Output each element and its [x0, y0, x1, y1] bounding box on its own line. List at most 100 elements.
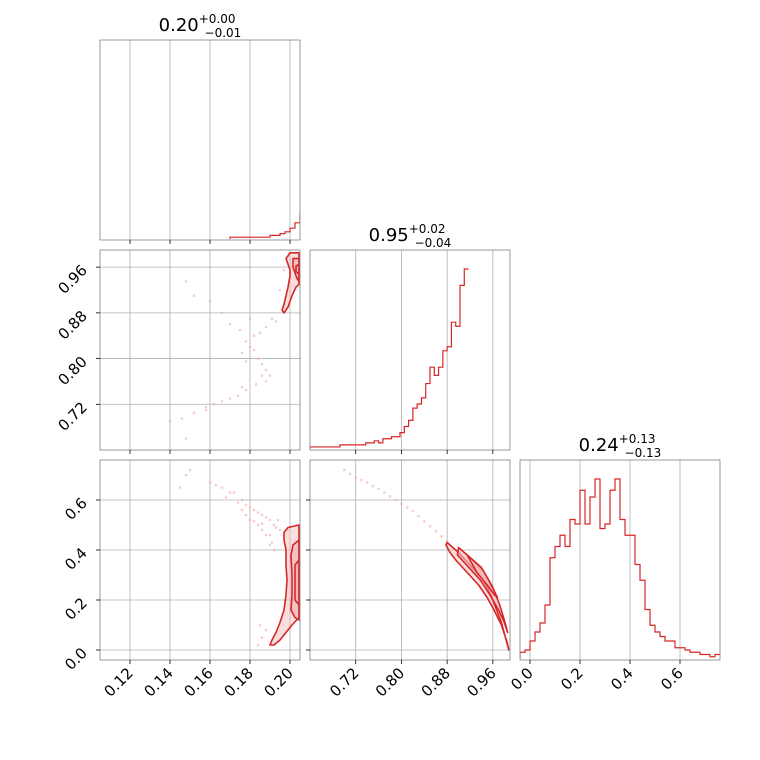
- scatter-point: [240, 351, 244, 355]
- scatter-point: [278, 288, 282, 292]
- scatter-point: [228, 491, 232, 494]
- scatter-point: [264, 533, 268, 537]
- title-param-1-plus: +0.00: [199, 12, 236, 26]
- scatter-point: [270, 541, 274, 544]
- scatter-point: [212, 402, 216, 406]
- title-param-2-minus: −0.04: [415, 236, 452, 250]
- scatter-point: [400, 502, 403, 506]
- scatter-point: [228, 397, 232, 400]
- panel-frame: [99, 249, 301, 451]
- x-tick-label: 0.88: [418, 664, 454, 700]
- panel-3-2: 0.72 0.80 0.88 0.96: [306, 459, 511, 700]
- scatter-point: [204, 405, 208, 409]
- x-tick-label: 0.2: [557, 664, 587, 694]
- x-tick-label: 0.16: [180, 664, 216, 700]
- x-tick-label: 0.4: [607, 664, 637, 694]
- x-tick-label: 0.12: [100, 664, 136, 700]
- scatter-point: [278, 528, 282, 532]
- scatter-point: [394, 498, 398, 502]
- scatter-point: [274, 320, 278, 323]
- scatter-point: [377, 487, 380, 491]
- scatter-point: [252, 348, 256, 352]
- scatter-point: [371, 484, 375, 488]
- scatter-point: [342, 468, 346, 472]
- scatter-point: [238, 328, 242, 332]
- scatter-point: [252, 519, 256, 523]
- scatter-point: [382, 491, 386, 494]
- panel-content: [178, 468, 300, 647]
- scatter-point: [188, 468, 192, 472]
- panel-frame: [99, 459, 301, 661]
- panel-1-1: [99, 39, 301, 244]
- panel-frame: [519, 459, 721, 661]
- scatter-point: [256, 511, 260, 514]
- y-tick-label: 0.0: [61, 644, 91, 674]
- title-param-3-plus: +0.13: [619, 432, 656, 446]
- contour-level-3: [295, 263, 300, 275]
- title-param-2: 0.95+0.02 −0.04: [369, 222, 452, 250]
- scatter-point: [422, 519, 426, 523]
- panel-frame: [309, 249, 511, 451]
- scatter-point: [365, 481, 369, 484]
- y-tick-label: 0.72: [54, 398, 90, 434]
- scatter-point: [220, 400, 224, 403]
- panels: 0.720.800.880.960.12 0.14 0.16 0.18 0.200.00…: [54, 39, 721, 700]
- scatter-point: [180, 417, 184, 420]
- y-tick-label: 0.88: [54, 307, 90, 343]
- panel-content: [168, 252, 300, 440]
- panel-3-1: 0.12 0.14 0.16 0.18 0.20 0.0 0.2 0.4 0.6: [61, 459, 301, 700]
- title-param-1-minus: −0.01: [205, 26, 242, 40]
- x-tick-label: 0.96: [463, 664, 499, 700]
- y-tick-label: 0.6: [61, 494, 91, 524]
- x-tick-label: 0.80: [372, 664, 408, 700]
- scatter-point: [264, 516, 268, 519]
- scatter-point: [440, 534, 443, 538]
- scatter-point: [272, 523, 276, 527]
- scatter-point: [260, 362, 264, 366]
- scatter-point: [360, 478, 363, 482]
- scatter-point: [428, 524, 432, 528]
- scatter-point: [260, 636, 264, 639]
- scatter-point: [260, 528, 264, 532]
- scatter-point: [268, 533, 272, 537]
- scatter-point: [240, 385, 244, 389]
- title-param-3-minus: −0.13: [625, 446, 662, 460]
- scatter-point: [411, 509, 415, 513]
- panel-content: [342, 468, 510, 651]
- scatter-point: [192, 411, 196, 415]
- y-tick-label: 0.4: [61, 544, 91, 574]
- scatter-point: [272, 548, 276, 552]
- title-param-3-value: 0.24: [579, 435, 619, 456]
- scatter-point: [228, 322, 232, 326]
- scatter-point: [434, 529, 438, 533]
- scatter-point: [214, 483, 218, 487]
- x-tick-label: 0.20: [260, 664, 296, 700]
- scatter-point: [224, 496, 228, 499]
- scatter-point: [240, 498, 244, 502]
- contour-level-1: [445, 541, 510, 651]
- contour-level-3: [466, 554, 499, 599]
- scatter-point: [184, 280, 188, 283]
- panel-frame: [99, 39, 301, 241]
- histogram-3: [520, 478, 720, 659]
- panel-content: [310, 268, 469, 449]
- scatter-point: [168, 420, 172, 423]
- y-tick-label: 0.80: [54, 353, 90, 389]
- scatter-point: [264, 368, 268, 372]
- panel-content: [229, 213, 300, 239]
- scatter-point: [354, 476, 358, 479]
- x-tick-label: 0.6: [657, 664, 687, 694]
- scatter-point: [264, 325, 268, 329]
- scatter-point: [192, 294, 196, 298]
- title-param-2-value: 0.95: [369, 225, 409, 246]
- scatter-point: [276, 518, 280, 522]
- scatter-point: [260, 522, 264, 526]
- title-param-3: 0.24+0.13 −0.13: [579, 432, 662, 460]
- scatter-point: [248, 317, 252, 320]
- scatter-point: [252, 508, 256, 512]
- scatter-point: [244, 360, 248, 363]
- scatter-point: [220, 486, 224, 489]
- scatter-point: [236, 501, 240, 504]
- scatter-point: [232, 491, 236, 494]
